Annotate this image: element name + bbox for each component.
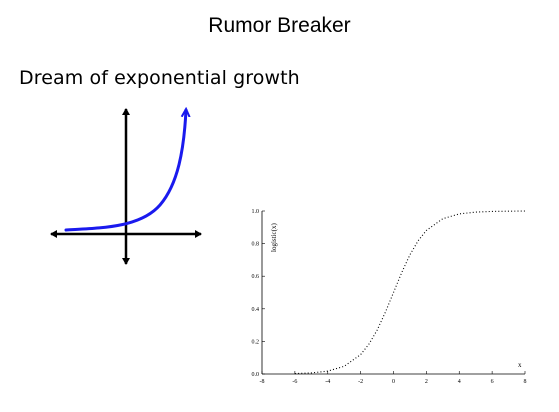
x-tick-label: 0: [392, 379, 395, 385]
x-tick-label: 2: [425, 379, 428, 385]
y-tick-label: 0.0: [252, 372, 260, 378]
x-tick-label: 8: [524, 379, 527, 385]
x-tick-label: -2: [358, 379, 363, 385]
y-tick-label: 0.4: [252, 307, 260, 313]
x-axis-label: x: [518, 361, 522, 369]
x-tick-label: -4: [325, 379, 330, 385]
logistic-series-line: [294, 210, 526, 375]
x-tick-label: -8: [260, 379, 265, 385]
slide-title: Rumor Breaker: [208, 14, 351, 37]
y-tick-label: 0.6: [252, 274, 260, 280]
y-axis-label: logistic(x): [270, 223, 278, 252]
x-tick-label: -6: [292, 379, 297, 385]
x-tick-label: 4: [458, 379, 461, 385]
y-tick-label: 1.0: [252, 209, 260, 215]
slide-subtitle: Dream of exponential growth: [19, 67, 300, 89]
y-tick-label: 0.2: [252, 339, 260, 345]
x-tick-label: 6: [491, 379, 494, 385]
sketch-exponential-curve: [64, 110, 186, 232]
chart-series: [294, 210, 526, 375]
y-tick-label: 0.8: [252, 242, 260, 248]
chart-ticks: -8 -6 -4 -2 0 2 4 6 8 0.0 0.2 0.4 0.6 0.8 1.0: [252, 209, 527, 385]
